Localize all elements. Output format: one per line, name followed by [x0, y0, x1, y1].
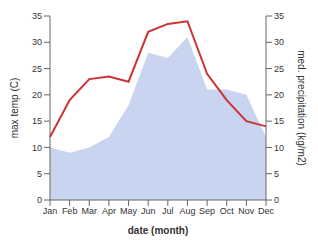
- svg-text:Jan: Jan: [43, 206, 58, 216]
- svg-text:0: 0: [37, 195, 42, 205]
- svg-text:med. precipitation (kg/m2): med. precipitation (kg/m2): [296, 50, 307, 166]
- svg-text:date (month): date (month): [128, 225, 189, 236]
- svg-text:May: May: [120, 206, 138, 216]
- svg-text:Nov: Nov: [238, 206, 255, 216]
- svg-text:20: 20: [274, 90, 284, 100]
- svg-text:Dec: Dec: [258, 206, 275, 216]
- svg-text:Apr: Apr: [102, 206, 116, 216]
- svg-text:15: 15: [274, 116, 284, 126]
- svg-text:max temp (C): max temp (C): [9, 78, 20, 139]
- svg-text:35: 35: [32, 11, 42, 21]
- svg-text:20: 20: [32, 90, 42, 100]
- svg-text:Aug: Aug: [179, 206, 195, 216]
- svg-text:25: 25: [32, 64, 42, 74]
- svg-text:10: 10: [274, 143, 284, 153]
- svg-text:15: 15: [32, 116, 42, 126]
- svg-text:35: 35: [274, 11, 284, 21]
- svg-text:Feb: Feb: [62, 206, 78, 216]
- svg-text:5: 5: [274, 169, 279, 179]
- svg-text:10: 10: [32, 143, 42, 153]
- svg-text:Jul: Jul: [162, 206, 174, 216]
- svg-text:Sep: Sep: [199, 206, 215, 216]
- svg-text:5: 5: [37, 169, 42, 179]
- svg-text:30: 30: [274, 37, 284, 47]
- svg-text:25: 25: [274, 64, 284, 74]
- svg-text:Oct: Oct: [220, 206, 235, 216]
- svg-text:0: 0: [274, 195, 279, 205]
- svg-text:Mar: Mar: [82, 206, 98, 216]
- svg-text:30: 30: [32, 37, 42, 47]
- svg-text:Jun: Jun: [141, 206, 156, 216]
